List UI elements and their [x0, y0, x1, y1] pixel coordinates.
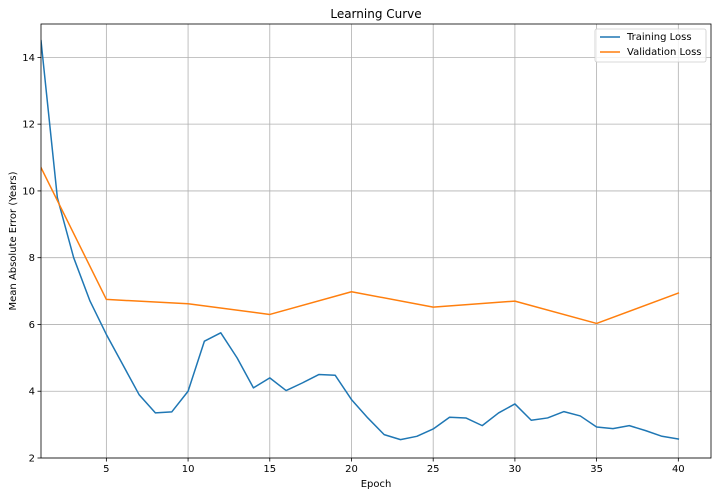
- x-tick-label: 30: [509, 464, 522, 475]
- legend-label-training: Training Loss: [626, 32, 692, 43]
- x-tick-label: 20: [345, 464, 358, 475]
- y-axis: 2 4 6 8 10 12 14: [22, 53, 41, 465]
- y-tick-label: 8: [29, 253, 35, 264]
- y-axis-label: Mean Absolute Error (Years): [8, 171, 19, 310]
- legend: Training Loss Validation Loss: [595, 29, 706, 62]
- y-tick-label: 4: [29, 387, 35, 398]
- x-tick-label: 35: [590, 464, 603, 475]
- y-tick-label: 10: [22, 186, 35, 197]
- series-layer: [41, 41, 678, 440]
- legend-label-validation: Validation Loss: [627, 47, 702, 58]
- x-tick-label: 15: [263, 464, 276, 475]
- y-tick-label: 12: [22, 120, 35, 131]
- plot-frame: [41, 24, 711, 458]
- x-tick-label: 10: [182, 464, 195, 475]
- chart-title: Learning Curve: [330, 7, 421, 21]
- grid: [41, 24, 711, 458]
- x-tick-label: 5: [103, 464, 109, 475]
- x-axis: 5 10 15 20 25 30 35 40: [103, 458, 685, 475]
- y-tick-label: 6: [29, 320, 35, 331]
- x-tick-label: 25: [427, 464, 440, 475]
- y-tick-label: 14: [22, 53, 35, 64]
- x-tick-label: 40: [672, 464, 685, 475]
- series-training-loss-line: [41, 41, 678, 440]
- x-axis-label: Epoch: [361, 479, 392, 490]
- y-tick-label: 2: [29, 454, 35, 465]
